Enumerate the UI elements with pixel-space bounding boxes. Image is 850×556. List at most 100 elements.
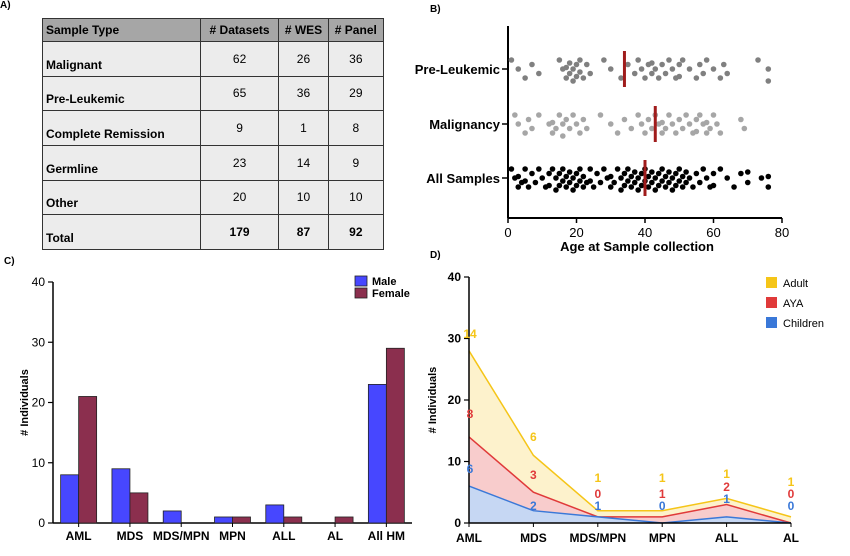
data-point: [525, 116, 532, 123]
data-point: [655, 170, 662, 177]
data-point: [536, 70, 542, 77]
data-point: [553, 175, 559, 181]
data-point: [679, 57, 686, 63]
x-tick-label: ALL: [715, 531, 738, 545]
data-point: [556, 182, 563, 189]
data-point: [645, 173, 652, 180]
data-point: [666, 169, 672, 175]
data-point: [679, 173, 686, 180]
y-tick-label: 30: [32, 335, 46, 349]
data-point: [741, 125, 748, 132]
y-tick-label: 40: [32, 275, 46, 289]
data-label-children: 6: [467, 462, 474, 476]
data-point: [607, 66, 614, 72]
data-point: [738, 170, 744, 177]
x-tick-label: MDS/MPN: [153, 529, 210, 543]
category-label: All Samples: [426, 171, 500, 186]
legend-swatch: [354, 287, 368, 299]
data-point: [587, 166, 593, 172]
data-point: [614, 130, 621, 136]
data-point: [515, 173, 522, 180]
table-cell: 10: [278, 179, 329, 216]
data-point: [635, 175, 641, 181]
data-point: [669, 121, 676, 127]
data-point: [573, 61, 580, 68]
data-point: [703, 175, 710, 181]
data-point: [549, 130, 556, 136]
data-point: [666, 57, 672, 63]
data-point: [673, 170, 679, 177]
y-tick-label: 20: [32, 396, 46, 410]
data-point: [625, 61, 631, 68]
data-point: [631, 70, 638, 77]
data-point: [755, 57, 761, 63]
data-label-children: 1: [723, 492, 730, 506]
table-row: Total 179 87 92: [42, 214, 385, 250]
data-point: [611, 179, 617, 186]
data-point: [601, 57, 607, 63]
data-point: [597, 179, 604, 186]
data-point: [659, 61, 665, 68]
data-label-adult: 1: [659, 471, 666, 485]
data-point: [638, 121, 645, 127]
bar-female: [129, 492, 149, 524]
data-point: [580, 184, 587, 190]
data-point: [566, 169, 573, 175]
data-point: [697, 112, 703, 118]
data-point: [676, 166, 683, 172]
data-point: [546, 182, 552, 189]
data-point: [573, 73, 580, 80]
data-point: [536, 166, 542, 172]
area-aya: [469, 436, 791, 523]
bar-male: [265, 504, 285, 524]
data-point: [570, 112, 576, 118]
data-point: [553, 187, 559, 193]
data-point: [662, 184, 669, 190]
data-label-aya: 0: [594, 487, 601, 501]
data-point: [659, 166, 665, 172]
data-point: [515, 184, 522, 190]
data-point: [570, 175, 576, 181]
data-point: [758, 175, 765, 181]
data-point: [553, 125, 559, 132]
data-label-aya: 0: [788, 487, 795, 501]
data-point: [580, 116, 587, 123]
line-children: [468, 485, 792, 524]
x-tick-label: 20: [569, 225, 583, 240]
data-point: [683, 169, 689, 175]
data-point: [717, 130, 724, 136]
y-axis-title: # Individuals: [427, 367, 439, 434]
data-point: [580, 75, 587, 81]
data-point: [686, 121, 693, 127]
data-point: [690, 184, 696, 190]
data-label-children: 0: [788, 499, 795, 513]
data-point: [765, 66, 772, 72]
data-point: [621, 170, 628, 177]
data-point: [522, 178, 528, 184]
data-point: [628, 173, 635, 180]
line-adult: [468, 350, 792, 518]
data-point: [580, 173, 587, 180]
data-point: [659, 178, 665, 184]
data-point: [724, 70, 730, 77]
data-point: [560, 121, 566, 127]
x-axis-title: Age at Sample collection: [560, 239, 714, 254]
data-point: [566, 179, 573, 186]
table-row: Pre-Leukemic 65 36 29: [42, 75, 385, 112]
bar-female: [283, 516, 303, 524]
y-tick-label: 40: [448, 270, 462, 284]
data-point: [710, 182, 717, 189]
data-point: [601, 166, 607, 172]
data-point: [683, 112, 689, 118]
table-row: Other 20 10 10: [42, 179, 385, 216]
data-point: [529, 170, 535, 177]
table-cell: Pre-Leukemic: [42, 75, 201, 112]
data-point: [566, 60, 573, 66]
table-cell: 36: [278, 75, 329, 112]
data-point: [532, 179, 539, 186]
bar-female: [232, 516, 251, 524]
data-point: [649, 70, 655, 77]
table-row: Germline 23 14 9: [42, 144, 385, 181]
